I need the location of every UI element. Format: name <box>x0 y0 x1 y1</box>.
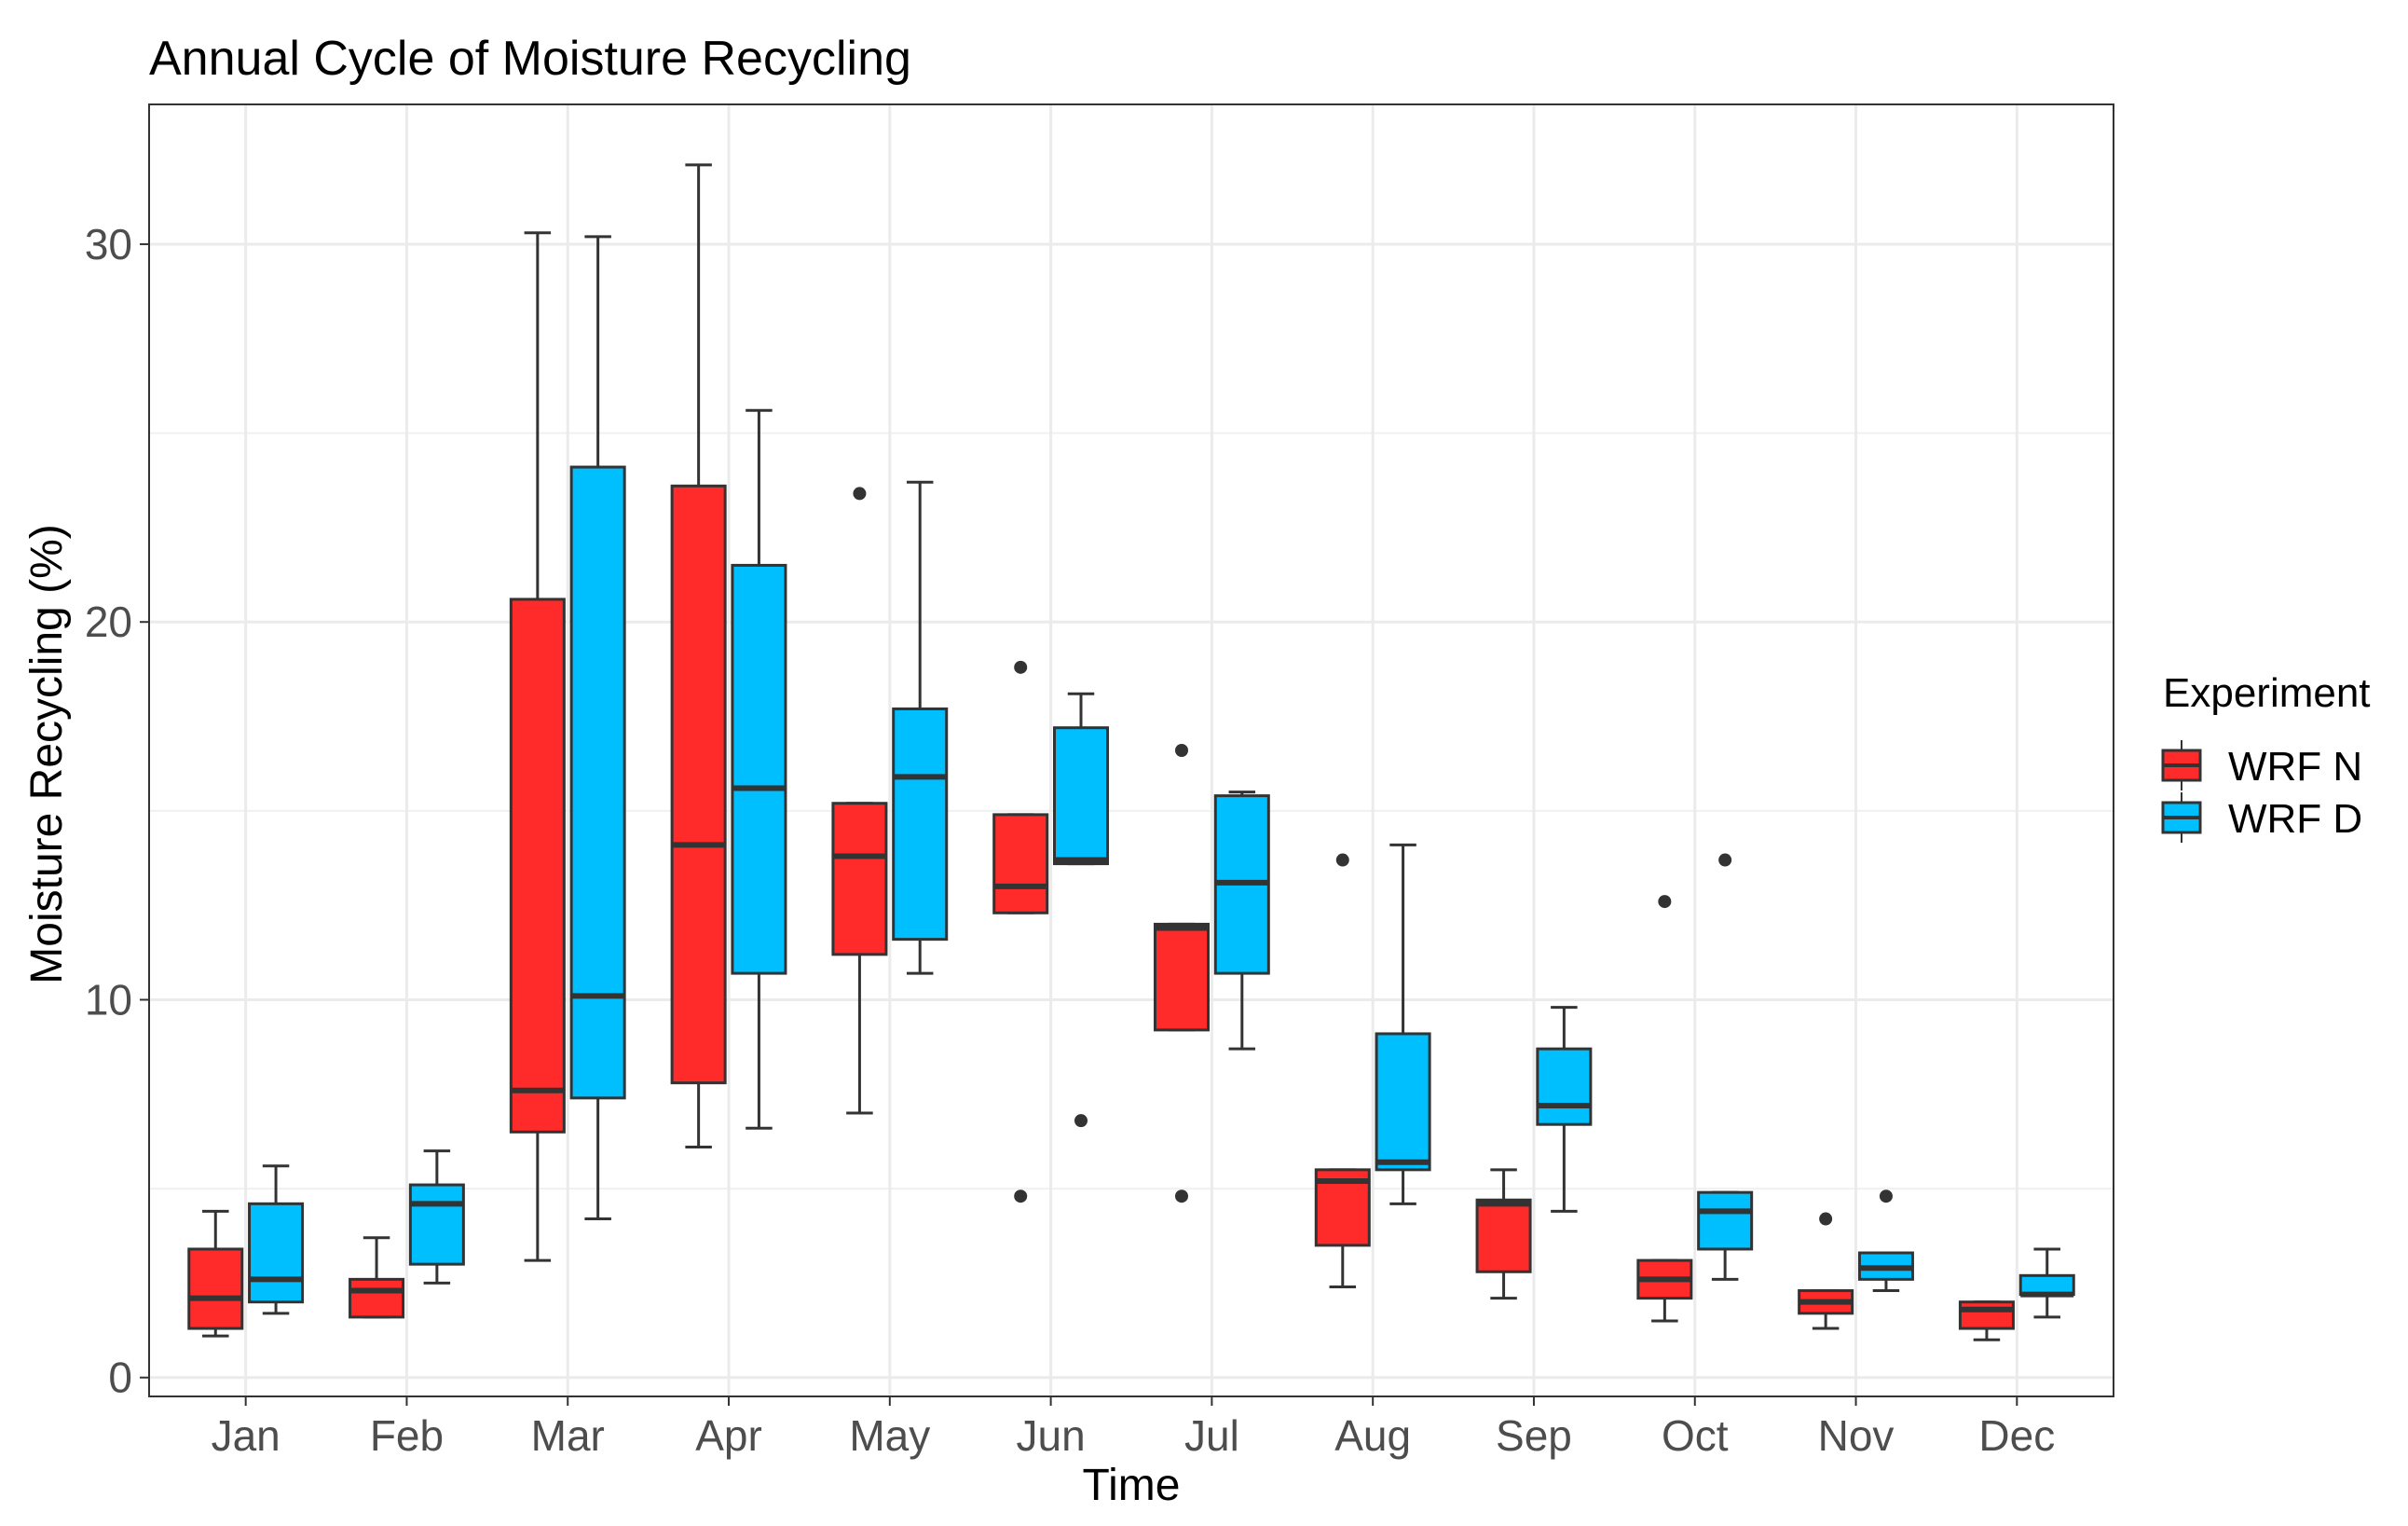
box-wrf-n-aug <box>1314 853 1371 1288</box>
box-wrf-d-jul <box>1213 790 1270 1051</box>
legend-title: Experiment <box>2163 670 2371 716</box>
box-wrf-n-feb <box>349 1236 405 1319</box>
chart-title: Annual Cycle of Moisture Recycling <box>149 32 911 86</box>
y-tick-label: 20 <box>85 598 132 646</box>
box-body <box>187 1247 244 1330</box>
box-body <box>1153 922 1211 1032</box>
x-tick-label: Aug <box>1334 1411 1411 1460</box>
outlier-point <box>1014 1189 1028 1203</box>
panel-border <box>148 103 2114 1397</box>
outlier-point <box>1014 660 1028 674</box>
box-wrf-d-sep <box>1536 1006 1593 1213</box>
box-body <box>2018 1273 2075 1297</box>
outlier-point <box>1718 853 1732 867</box>
box-body <box>248 1202 305 1304</box>
box-body <box>1697 1190 1754 1251</box>
outlier-point <box>1658 895 1672 909</box>
x-tick-label: Jan <box>212 1411 280 1460</box>
box-wrf-n-dec <box>1958 1300 2015 1341</box>
y-axis-title: Moisture Recycling (%) <box>22 524 72 983</box>
outlier-point <box>1819 1212 1833 1226</box>
x-tick-label: Sep <box>1496 1411 1572 1460</box>
box-body <box>892 707 949 942</box>
box-wrf-d-nov <box>1857 1189 1914 1293</box>
x-tick-label: Jun <box>1017 1411 1086 1460</box>
box-wrf-n-jan <box>187 1209 244 1338</box>
outlier-point <box>1174 744 1188 757</box>
x-tick-label: Mar <box>531 1411 605 1460</box>
x-tick-label: Feb <box>370 1411 444 1460</box>
box-body <box>509 598 566 1134</box>
x-axis-title: Time <box>1083 1461 1181 1510</box>
outlier-point <box>1074 1114 1088 1128</box>
box-wrf-n-oct <box>1636 895 1693 1323</box>
box-body <box>349 1277 405 1319</box>
x-tick-label: Jul <box>1184 1411 1239 1460</box>
box-wrf-d-oct <box>1697 853 1754 1281</box>
box-wrf-d-may <box>892 480 949 975</box>
box-wrf-n-may <box>831 487 888 1115</box>
legend-label: WRF D <box>2228 796 2362 842</box>
box-body <box>569 465 626 1100</box>
box-wrf-n-apr <box>670 163 727 1149</box>
outlier-point <box>1879 1189 1893 1203</box>
outlier-point <box>1335 853 1349 867</box>
box-wrf-d-aug <box>1375 843 1431 1205</box>
box-wrf-d-feb <box>408 1149 465 1285</box>
legend-item-wrf-d: WRF D <box>2161 792 2362 843</box>
box-wrf-n-mar <box>509 231 566 1262</box>
y-tick-label: 10 <box>85 975 132 1024</box>
legend: Experiment WRF N WRF D <box>2161 670 2371 843</box>
box-wrf-d-jan <box>248 1164 305 1315</box>
box-wrf-d-apr <box>731 408 787 1130</box>
y-tick-label: 30 <box>85 220 132 268</box>
box-body <box>1475 1198 1532 1273</box>
box-body <box>731 563 787 975</box>
x-tick-label: Apr <box>695 1411 762 1460</box>
box-body <box>1958 1300 2015 1330</box>
box-wrf-n-jun <box>992 660 1049 1203</box>
box-wrf-d-dec <box>2018 1247 2075 1319</box>
box-body <box>1536 1047 1593 1126</box>
box-body <box>1375 1032 1431 1172</box>
legend-item-wrf-n: WRF N <box>2161 740 2362 790</box>
legend-label: WRF N <box>2228 744 2362 790</box>
x-tick-label: Dec <box>1978 1411 2055 1460</box>
outlier-point <box>853 487 867 501</box>
box-wrf-n-nov <box>1798 1212 1854 1330</box>
box-body <box>831 802 888 956</box>
y-tick-label: 0 <box>108 1354 132 1402</box>
x-tick-label: Oct <box>1662 1411 1729 1460</box>
x-tick-label: May <box>849 1411 930 1460</box>
box-body <box>992 813 1049 914</box>
box-body <box>670 484 727 1085</box>
x-tick-label: Nov <box>1818 1411 1895 1460</box>
outlier-point <box>1174 1189 1188 1203</box>
box-wrf-d-mar <box>569 235 626 1221</box>
box-body <box>1052 726 1110 866</box>
plot-area: 0 10 20 30 Jan Feb Mar Apr May Jun Jul Aug Sep Oct Nov… <box>85 103 2114 1460</box>
box-wrf-n-sep <box>1475 1168 1532 1300</box>
box-wrf-n-jul <box>1153 744 1211 1203</box>
box-wrf-d-jun <box>1052 692 1110 1128</box>
box-body <box>408 1183 465 1266</box>
